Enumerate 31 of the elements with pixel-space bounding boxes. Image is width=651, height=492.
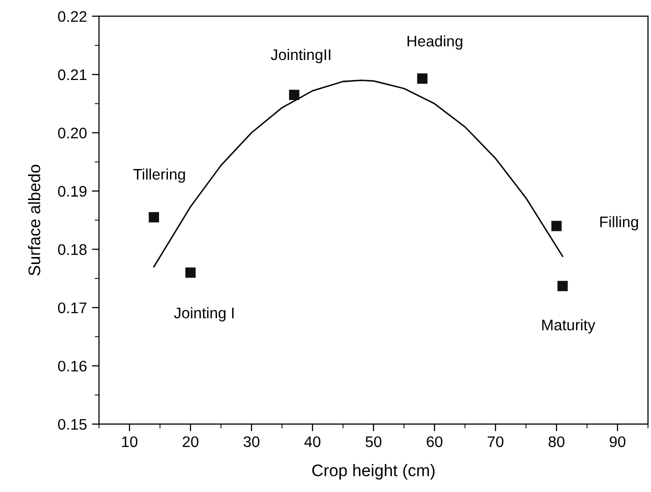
x-tick-label: 20: [182, 436, 198, 448]
y-tick-label: 0.22: [58, 11, 86, 22]
y-tick-label: 0.20: [58, 128, 87, 138]
annotation: Heading: [408, 35, 462, 50]
y-axis-title: Surface albedo: [28, 164, 40, 276]
y-tick-label: 0.21: [58, 69, 86, 80]
point: [417, 73, 428, 84]
x-tick-label: 30: [244, 436, 260, 448]
point: [148, 212, 160, 222]
point: [551, 220, 562, 232]
x-tick-label: 90: [610, 436, 626, 448]
annotation: JointingII: [270, 48, 330, 64]
x-axis-title: Crop height (cm): [312, 464, 435, 480]
point: [185, 267, 196, 278]
annotation: Filling: [600, 216, 638, 230]
point: [289, 90, 300, 100]
annotation: Tillering: [133, 168, 185, 183]
point: [557, 280, 568, 292]
y-tick-label: 0.18: [58, 244, 87, 255]
x-tick-label: 80: [548, 436, 564, 448]
y-tick-label: 0.16: [58, 360, 87, 372]
x-tick-label: 10: [122, 436, 138, 448]
x-tick-label: 70: [488, 436, 504, 448]
x-tick-label: 50: [366, 436, 382, 448]
y-tick-label: 0.19: [58, 186, 86, 197]
annotation: Maturity: [542, 319, 596, 334]
annotation: Jointing I: [174, 307, 234, 322]
y-tick-label: 0.15: [58, 418, 87, 430]
y-tick-label: 0.17: [58, 302, 86, 314]
x-tick-label: 40: [304, 436, 320, 448]
x-tick-label: 60: [426, 436, 442, 448]
